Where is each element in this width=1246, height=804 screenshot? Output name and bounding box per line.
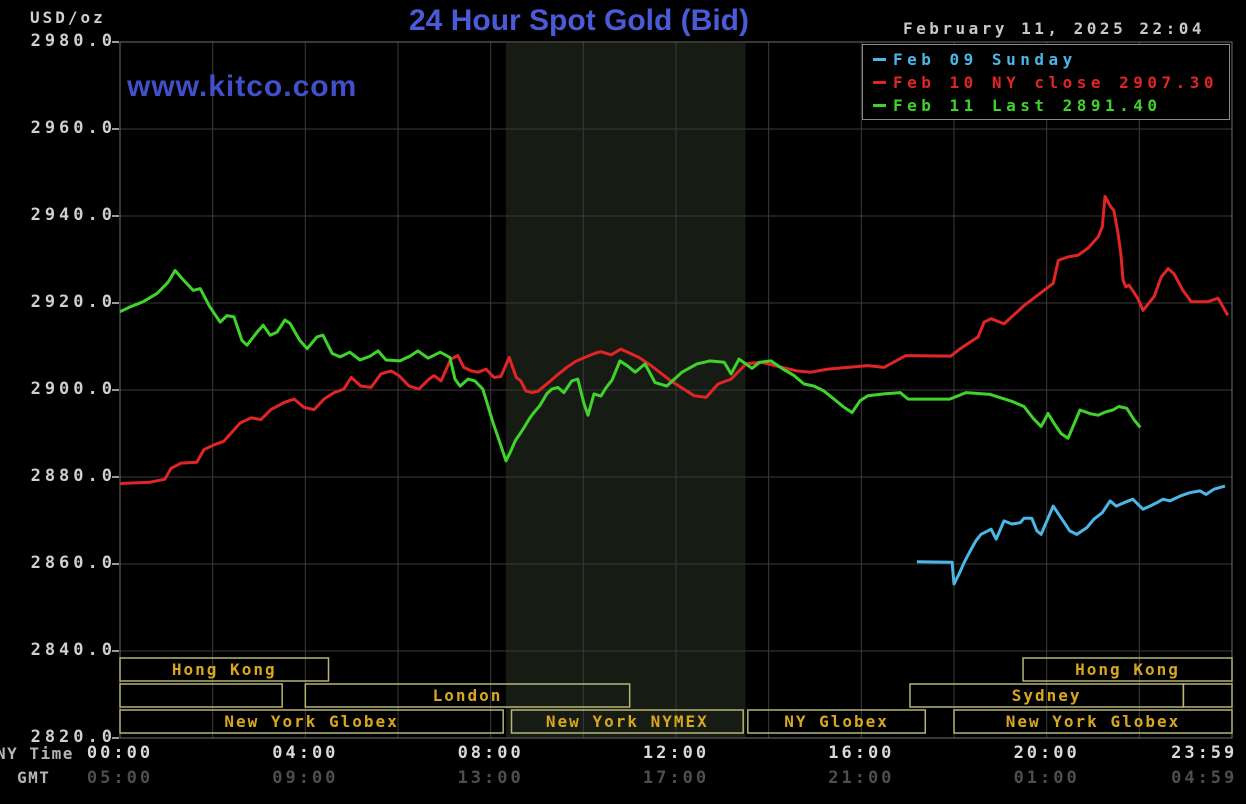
- session-label: London: [432, 686, 503, 705]
- legend-dash-icon: [873, 58, 886, 61]
- chart-title: 24 Hour Spot Gold (Bid): [409, 4, 749, 37]
- session-box-ny-globex: [747, 709, 927, 734]
- y-axis-label: 2940.0: [30, 205, 116, 225]
- y-axis-label: 2820.0: [30, 727, 116, 747]
- x-axis-label-gmt: 17:00: [642, 768, 710, 788]
- plot-border: [119, 41, 1233, 739]
- series-line-feb-11-last-2891.40: [119, 268, 1142, 463]
- legend: Feb 09 Sunday Feb 10 NY close 2907.30 Feb …: [862, 44, 1230, 120]
- session-boxes: [119, 657, 1233, 734]
- legend-entry-label: Feb 11 Last 2891.40: [893, 96, 1162, 115]
- session-label: NY Globex: [784, 712, 889, 731]
- y-axis-label: 2980.0: [30, 31, 116, 51]
- x-axis-label-ny: 00:00: [86, 743, 154, 763]
- session-label: New York Globex: [1005, 712, 1181, 731]
- legend-entry: Feb 10 NY close 2907.30: [863, 71, 1229, 94]
- x-axis-label-ny: 16:00: [828, 743, 895, 763]
- x-axis-label-gmt: 01:00: [1013, 768, 1080, 788]
- session-box-hong-kong: [1022, 657, 1233, 682]
- session-box-empty: [1182, 683, 1233, 708]
- x-axis-label-ny: 08:00: [457, 743, 524, 763]
- x-axis-label-gmt: 09:00: [272, 768, 339, 788]
- y-axis-label: 2900.0: [30, 379, 116, 399]
- y-axis-units-label: USD/oz: [30, 8, 106, 27]
- session-label: Hong Kong: [1075, 660, 1180, 679]
- x-axis-label-ny: 20:00: [1013, 743, 1080, 763]
- legend-entry-label: Feb 09 Sunday: [893, 50, 1077, 69]
- x-axis-label-gmt: 04:59: [1171, 768, 1238, 788]
- session-box-new-york-globex: [119, 709, 504, 734]
- y-axis-label: 2860.0: [30, 553, 116, 573]
- session-box-empty: [119, 683, 283, 708]
- x-axis-label-gmt: 13:00: [457, 768, 524, 788]
- chart-datetime: February 11, 2025 22:04: [902, 19, 1205, 38]
- session-label: New York Globex: [224, 712, 399, 731]
- session-box-london: [304, 683, 631, 708]
- x-axis-label-ny: 23:59: [1171, 743, 1238, 763]
- ny-time-row-label: NY Time: [0, 744, 74, 763]
- y-axis-label: 2840.0: [30, 640, 116, 660]
- series-line-feb-10-ny-close-2907.30: [119, 194, 1230, 485]
- y-axis-label: 2920.0: [30, 292, 116, 312]
- legend-entry: Feb 11 Last 2891.40: [863, 94, 1229, 117]
- kitco-watermark: www.kitco.com: [127, 70, 358, 103]
- legend-dash-icon: [873, 81, 886, 84]
- x-axis-label-gmt: 05:00: [86, 768, 154, 788]
- x-axis-label-ny: 12:00: [642, 743, 710, 763]
- legend-entry-label: Feb 10 NY close 2907.30: [893, 73, 1219, 92]
- session-label: Sydney: [1011, 686, 1082, 705]
- y-axis-tick-marks: [112, 41, 119, 739]
- series-line-feb-09-sunday: [916, 484, 1226, 586]
- session-box-new-york-nymex: [510, 709, 744, 734]
- legend-entry: Feb 09 Sunday: [863, 48, 1229, 71]
- gmt-row-label: GMT: [17, 768, 51, 787]
- gridlines: [120, 42, 1232, 738]
- plot-border-rect: [119, 41, 1233, 739]
- session-label: New York NYMEX: [545, 712, 709, 731]
- y-axis-label: 2880.0: [30, 466, 116, 486]
- x-axis-label-ny: 04:00: [272, 743, 339, 763]
- price-lines: [119, 194, 1230, 586]
- session-box-hong-kong: [119, 657, 330, 682]
- y-axis-label: 2960.0: [30, 118, 116, 138]
- session-label: Hong Kong: [171, 660, 277, 679]
- x-axis-label-gmt: 21:00: [828, 768, 895, 788]
- legend-dash-icon: [873, 104, 886, 107]
- session-box-new-york-globex: [953, 709, 1233, 734]
